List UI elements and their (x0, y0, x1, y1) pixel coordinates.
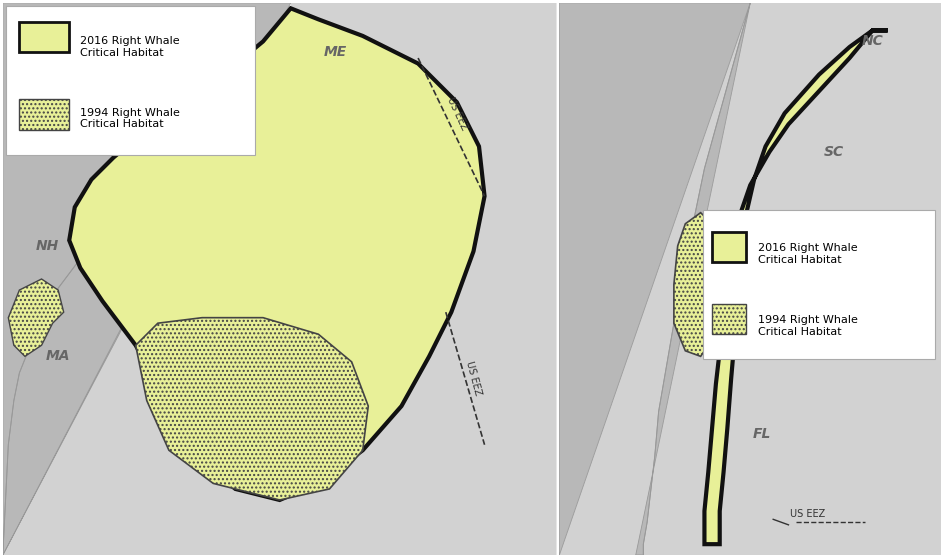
Text: NC: NC (862, 35, 884, 49)
Bar (20, 22, 69, 52)
Polygon shape (559, 3, 750, 555)
Text: 1994 Right Whale
Critical Habitat: 1994 Right Whale Critical Habitat (758, 315, 858, 336)
Polygon shape (69, 8, 484, 500)
Bar (712, 232, 747, 262)
Bar (712, 304, 747, 334)
FancyBboxPatch shape (702, 210, 936, 359)
Polygon shape (3, 3, 291, 555)
Polygon shape (8, 279, 63, 357)
Text: US EEZ: US EEZ (464, 360, 483, 397)
Polygon shape (136, 318, 368, 500)
Bar (20, 99, 69, 130)
Text: MA: MA (46, 349, 71, 363)
Text: NH: NH (36, 239, 59, 253)
Polygon shape (559, 3, 941, 555)
Text: US EEZ: US EEZ (790, 508, 825, 518)
Text: GA: GA (769, 272, 792, 286)
Text: SC: SC (824, 145, 844, 159)
Polygon shape (674, 213, 719, 357)
Polygon shape (3, 3, 557, 555)
Text: 2016 Right Whale
Critical Habitat: 2016 Right Whale Critical Habitat (80, 36, 180, 57)
Text: ME: ME (324, 46, 346, 60)
Text: 2016 Right Whale
Critical Habitat: 2016 Right Whale Critical Habitat (758, 243, 857, 264)
Text: US EEZ: US EEZ (445, 95, 469, 131)
Text: 1994 Right Whale
Critical Habitat: 1994 Right Whale Critical Habitat (80, 108, 180, 129)
Text: FL: FL (752, 427, 771, 441)
Polygon shape (704, 30, 887, 544)
FancyBboxPatch shape (6, 6, 255, 155)
